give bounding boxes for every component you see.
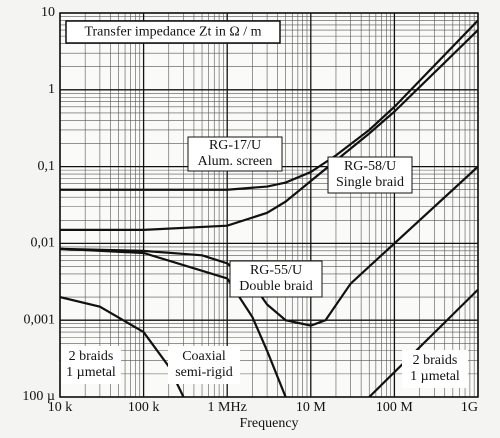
annotation: RG-55/U (250, 263, 302, 278)
x-tick-label: 10 M (296, 400, 327, 415)
y-tick-label: 10 (41, 5, 55, 20)
y-tick-label: 0,001 (24, 312, 56, 327)
x-tick-label: 1 MHz (208, 400, 247, 415)
annotation: 2 braids (69, 349, 114, 364)
line (368, 288, 478, 397)
chart-title: Transfer impedance Zt in Ω / m (84, 25, 261, 40)
annotation: RG-17/U (209, 138, 261, 153)
annotation-box (402, 350, 468, 388)
line (60, 247, 287, 397)
annotation-box (229, 260, 323, 298)
x-tick-label: 100 k (128, 400, 160, 415)
line (60, 19, 478, 191)
y-tick-label: 0,1 (38, 159, 56, 174)
annotation-box (168, 346, 240, 384)
plot-area (60, 13, 478, 397)
plot-frame (59, 12, 479, 398)
x-tick-label: 10 k (48, 400, 73, 415)
title-box (65, 20, 281, 44)
annotation: Single braid (336, 175, 404, 190)
annotation: RG-58/U (344, 159, 396, 174)
line (60, 165, 478, 327)
annotation: 1 µmetal (410, 369, 460, 384)
annotation: 2 braids (413, 353, 458, 368)
line (60, 29, 478, 231)
annotation-box (327, 156, 413, 194)
y-tick-label: 0,01 (31, 236, 56, 251)
x-tick-label: 1G (461, 400, 478, 415)
y-tick-label: 1 (48, 82, 55, 97)
x-axis-label: Frequency (239, 416, 298, 431)
annotation: Alum. screen (198, 154, 273, 169)
annotation: semi-rigid (175, 365, 233, 380)
annotation-box (61, 346, 121, 384)
annotation: 1 µmetal (66, 365, 116, 380)
x-tick-label: 100 M (376, 400, 414, 415)
y-tick-label: 100 µ (22, 389, 55, 404)
annotation-box (187, 136, 283, 172)
annotation: Coaxial (182, 349, 226, 364)
annotation: Double braid (239, 279, 312, 294)
